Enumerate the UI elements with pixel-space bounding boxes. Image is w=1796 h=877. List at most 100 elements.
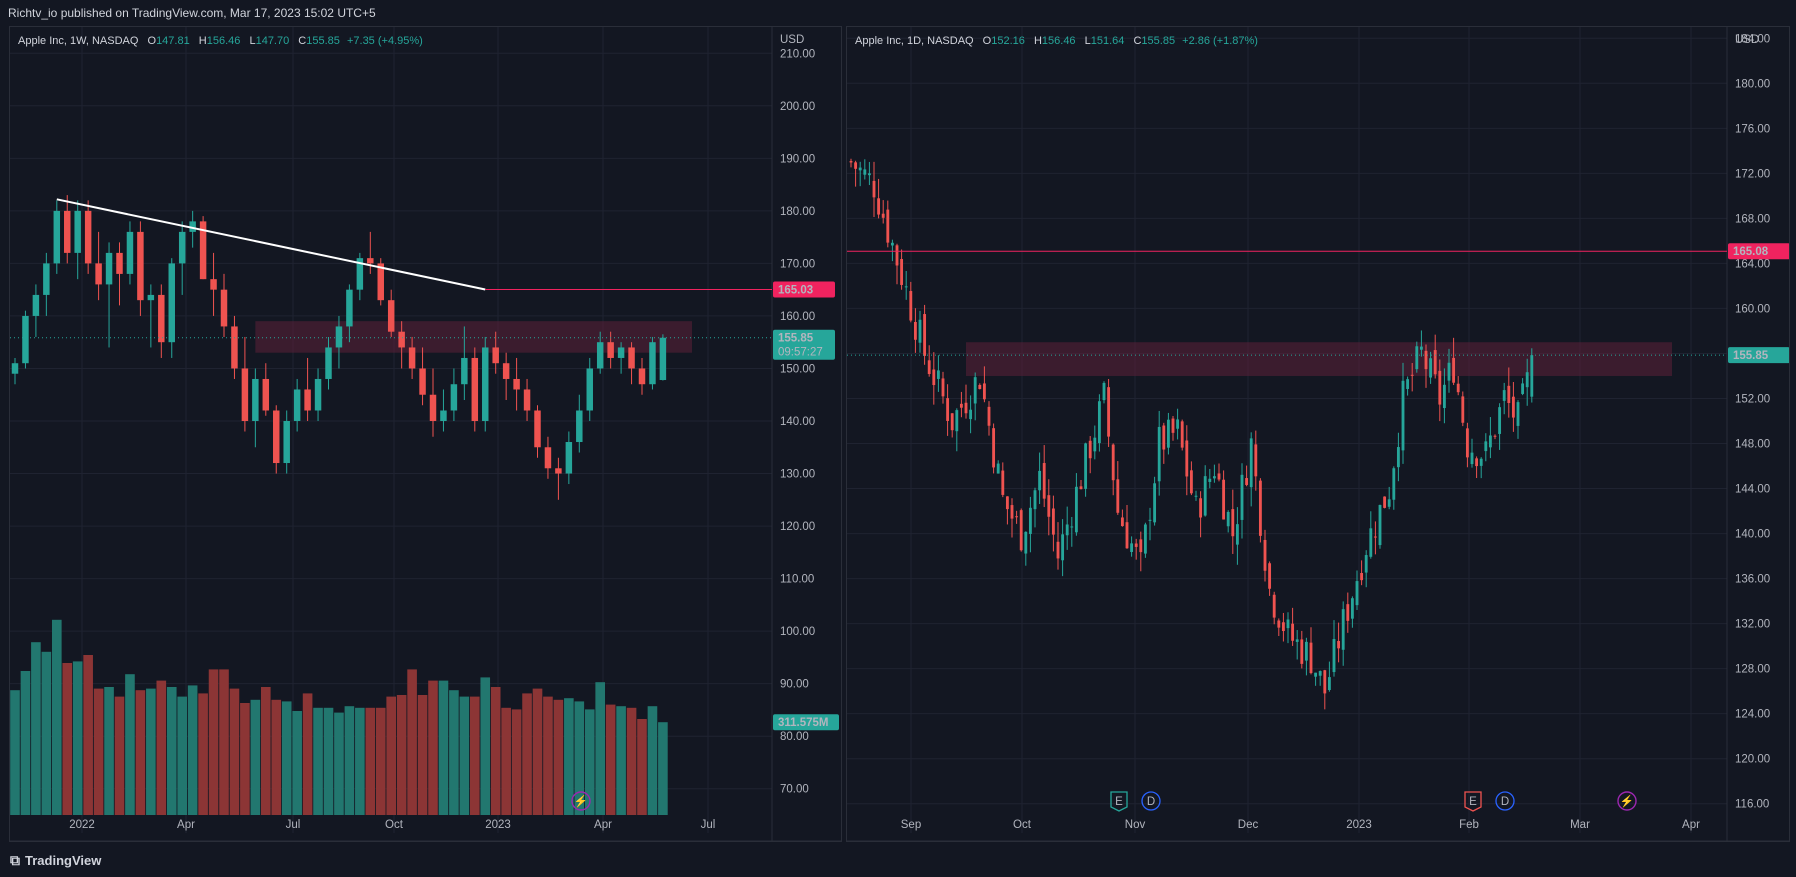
volume-bar [375,707,386,815]
weekly-chart-panel[interactable]: ⚡ 210.00 200.00 190.00 180.00 170.00 160.00 15… [9,26,842,842]
volume-bar [574,701,585,815]
y-tick-label: 140.00 [780,416,815,428]
candle-body [1047,495,1051,517]
candle-body [1502,390,1506,401]
event-marker-label: E [1469,796,1477,808]
candle-body [1125,522,1129,549]
volume-bar [584,709,595,815]
y-tick-label: 124.00 [1735,709,1770,721]
volume-bar [459,696,470,815]
candle-body [867,173,871,176]
volume-bar [219,669,229,815]
volume-bar [469,696,480,815]
daily-chart-panel[interactable]: E D E D ⚡ 184.00 180.00 176.00 172.00 168.00 164.… [846,26,1790,842]
candle-body [53,210,61,264]
candle-body [1410,374,1414,376]
volume-bar [553,699,564,815]
countdown-label: 09:57:27 [778,347,823,359]
candle-body [189,221,196,232]
candle-body [1185,440,1189,477]
candle-body [1484,441,1488,452]
volume-bar [198,693,208,815]
publisher-header: Richtv_io published on TradingView.com, … [8,6,376,20]
candle-body [1364,555,1368,573]
candle-body [904,286,908,288]
supply-zone [966,342,1672,376]
x-tick-label: Nov [1125,819,1146,831]
last-price-label: 155.85 [778,333,814,345]
candle-body [1373,536,1377,538]
candle-body [1277,620,1281,628]
y-tick-label: 148.00 [1735,439,1770,451]
candle-body [1507,385,1511,404]
weekly-symbol: Apple Inc, 1W, NASDAQ [18,35,139,47]
candle-body [1401,380,1405,451]
x-tick-label: Sep [901,819,921,831]
candle-body [1134,543,1138,547]
volume-bar [135,690,146,815]
volume-bar [208,669,219,815]
volume-bar [187,685,198,815]
candle-body [1309,642,1313,674]
candle-body [1254,444,1258,477]
candle-body [900,259,904,285]
candle-body [1162,425,1166,450]
candle-body [909,291,913,321]
last-price-label-bg [773,329,835,360]
candle-body [1084,443,1088,489]
candle-body [1442,384,1446,409]
candle-body [1447,362,1451,381]
y-tick-label: 160.00 [1735,303,1770,315]
y-tick-label: 132.00 [1735,619,1770,631]
last-price-label: 155.85 [1733,350,1769,362]
candle-body [1525,372,1529,388]
volume-bar [449,690,459,815]
event-marker-label: D [1501,796,1509,808]
daily-legend: Apple Inc, 1D, NASDAQ O152.16 H156.46 L1… [855,35,1258,47]
candle-body [1088,440,1092,459]
candle-body [1470,452,1474,465]
volume-bar [146,688,156,815]
candle-body [858,167,862,171]
candle-body [1222,479,1226,520]
candle-body [471,357,479,421]
x-tick-label: Oct [1013,819,1032,831]
volume-bar [637,719,647,815]
candle-body [482,347,489,421]
volume-bar [250,699,261,815]
candle-body [1056,541,1060,559]
candle-body [628,347,635,369]
volume-bar [292,711,302,815]
last-price-label-bg [1728,347,1789,364]
daily-chart-canvas[interactable]: E D E D ⚡ 184.00 180.00 176.00 172.00 168.00 164.… [847,27,1790,842]
candle-body [1337,640,1341,649]
y-tick-label: 150.00 [780,363,815,375]
candle-body [74,210,81,253]
lightning-icon [1617,791,1637,811]
candle-body [1015,516,1019,518]
volume-bar [313,707,323,815]
candle-body [576,410,583,443]
candle-body [252,378,259,421]
tradingview-logo-icon[interactable]: ⧉ [10,851,20,868]
weekly-chart-canvas[interactable]: ⚡ 210.00 200.00 190.00 180.00 170.00 160.00 15… [10,27,842,842]
footer-brand[interactable]: TradingView [25,852,102,868]
volume-bar [83,655,93,815]
candle-body [1226,511,1230,527]
candle-body [1332,639,1336,673]
candle-body [1438,370,1442,405]
candle-body [387,300,395,332]
lightning-icon-glyph: ⚡ [574,794,588,808]
candle-body [1139,539,1143,553]
candle-body [854,162,858,169]
candle-body [1130,543,1134,552]
candle-body [849,161,853,163]
candle-body [932,369,936,386]
x-tick-label: Jul [701,819,716,831]
volume-bar [480,677,491,815]
candle-body [863,169,867,175]
candle-body [890,242,894,246]
lightning-icon [571,791,591,811]
x-tick-label: Dec [1238,819,1259,831]
y-tick-label: 184.00 [1735,33,1770,45]
